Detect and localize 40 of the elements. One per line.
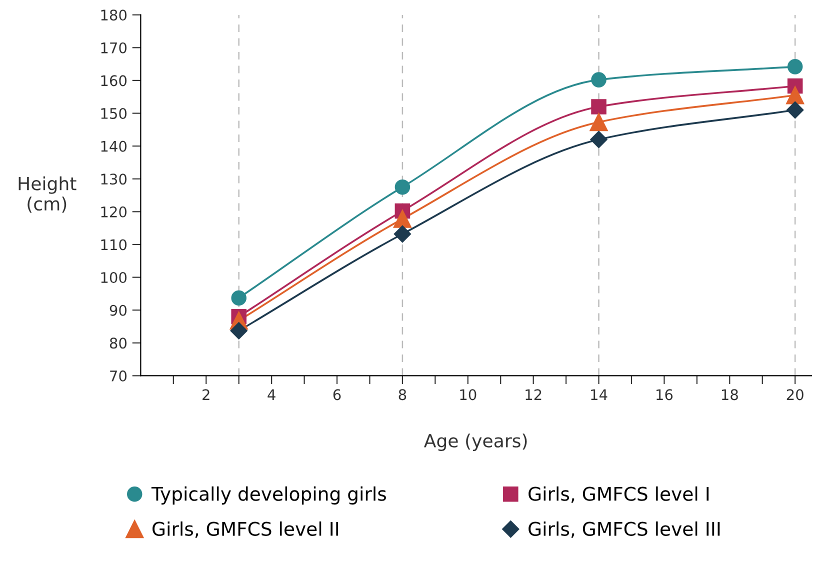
y-tick-label: 170	[101, 42, 127, 54]
x-tick-label: 20	[786, 389, 804, 400]
legend-label: Girls, GMFCS level III	[528, 521, 720, 538]
y-tick-label: 150	[101, 108, 127, 120]
point	[394, 179, 410, 195]
y-tick-label: 140	[101, 140, 127, 152]
legend-label: Girls, GMFCS level I	[528, 486, 709, 503]
x-tick-label: 18	[722, 389, 738, 400]
point	[591, 72, 606, 88]
x-axis-title: Age (years)	[424, 434, 527, 452]
y-tick-label: 110	[101, 239, 127, 250]
legend-label: Typically developing girls	[151, 486, 386, 505]
point	[231, 290, 246, 306]
x-tick-label: 10	[460, 389, 476, 400]
legend-label: Girls, GMFCS level II	[152, 521, 338, 538]
point	[590, 130, 608, 148]
point	[591, 99, 606, 114]
x-tick-label: 12	[526, 389, 542, 400]
y-tick-label: 80	[110, 338, 127, 349]
y-tick-label: 120	[101, 206, 127, 218]
y-tick-label: 90	[110, 304, 127, 316]
x-tick-label: 8	[398, 389, 406, 400]
y-axis-title: Height (cm)	[18, 176, 76, 213]
y-tick-label: 100	[101, 272, 127, 284]
y-tick-label: 180	[101, 10, 127, 21]
point	[394, 225, 412, 243]
point	[786, 101, 804, 119]
y-tick-label: 130	[101, 174, 127, 185]
point	[590, 113, 608, 132]
x-tick-label: 4	[268, 389, 276, 400]
x-tick-label: 14	[591, 389, 608, 400]
y-tick-label: 70	[110, 370, 127, 382]
y-tick-label: 160	[101, 75, 127, 86]
x-tick-label: 16	[656, 389, 673, 400]
point	[230, 322, 248, 340]
point	[787, 59, 803, 74]
point	[393, 210, 412, 228]
x-tick-label: 6	[333, 389, 341, 400]
point	[786, 86, 804, 104]
x-tick-label: 2	[202, 389, 210, 400]
